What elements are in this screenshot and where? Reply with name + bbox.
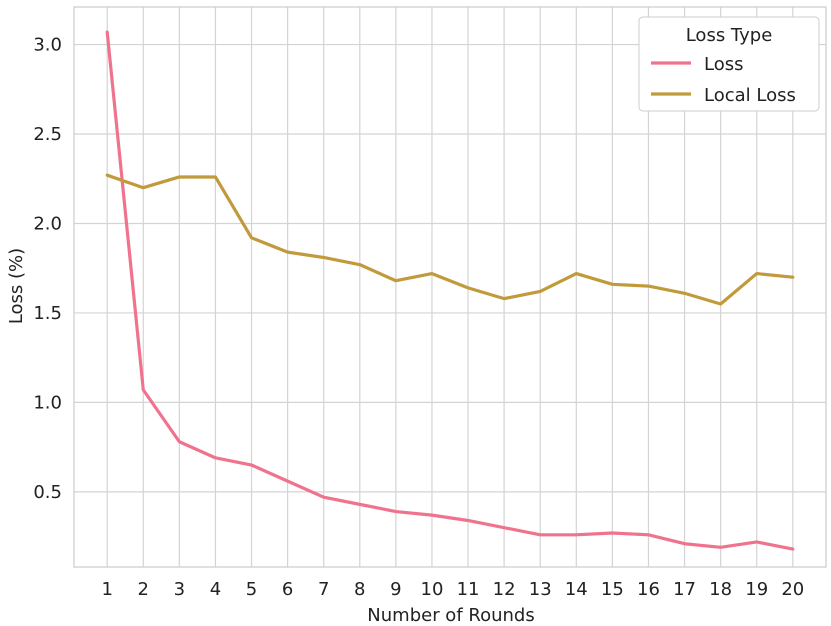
x-axis-title: Number of Rounds	[367, 605, 534, 626]
x-tick-label: 13	[529, 579, 552, 600]
legend: Loss Type Loss Local Loss	[638, 16, 820, 112]
plot-area-frame	[73, 6, 827, 568]
x-tick-label: 17	[673, 579, 696, 600]
x-tick-label: 14	[565, 579, 588, 600]
x-tick-label: 6	[282, 579, 293, 600]
legend-title: Loss Type	[686, 25, 773, 46]
legend-box	[638, 16, 820, 112]
x-tick-label: 11	[457, 579, 480, 600]
y-axis-tick-labels: 0.5 1.0 1.5 2.0 2.5 3.0	[33, 35, 62, 503]
y-tick-label: 1.0	[33, 392, 62, 413]
x-tick-label: 7	[318, 579, 329, 600]
x-tick-label: 16	[637, 579, 660, 600]
x-tick-label: 19	[745, 579, 768, 600]
series-line-loss	[105, 30, 795, 551]
y-axis-title: Loss (%)	[6, 248, 27, 324]
y-tick-label: 0.5	[33, 482, 62, 503]
series-lines	[105, 30, 795, 551]
y-tick-label: 2.0	[33, 213, 62, 234]
x-axis-tick-labels: 1 2 3 4 5 6 7 8 9 10 11 12 13 14 15 16 17 18 19 20	[101, 579, 804, 600]
series-line-local-loss	[105, 173, 795, 306]
x-tick-label: 4	[210, 579, 221, 600]
x-tick-label: 10	[421, 579, 444, 600]
x-tick-label: 18	[709, 579, 732, 600]
legend-label-local-loss: Local Loss	[704, 85, 796, 106]
x-tick-label: 5	[246, 579, 257, 600]
x-tick-label: 12	[493, 579, 516, 600]
x-tick-label: 9	[390, 579, 401, 600]
x-tick-label: 8	[354, 579, 365, 600]
x-tick-label: 20	[781, 579, 804, 600]
x-tick-label: 1	[101, 579, 112, 600]
x-tick-label: 3	[174, 579, 185, 600]
legend-label-loss: Loss	[704, 54, 743, 75]
y-tick-label: 3.0	[33, 35, 62, 56]
x-tick-label: 2	[138, 579, 149, 600]
x-tick-label: 15	[601, 579, 624, 600]
y-tick-label: 2.5	[33, 124, 62, 145]
y-tick-label: 1.5	[33, 303, 62, 324]
